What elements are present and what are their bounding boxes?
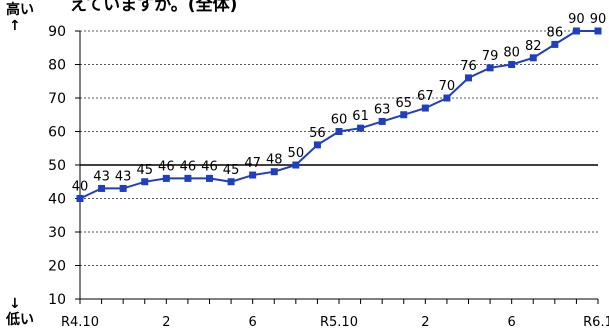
- y-tick-label: 60: [48, 125, 66, 141]
- y-tick-label: 10: [48, 292, 66, 308]
- y-axis-bottom-label: ↓ 低い: [6, 296, 34, 328]
- data-label: 70: [439, 79, 456, 94]
- data-point: [443, 94, 451, 102]
- y-tick-label: 50: [48, 158, 66, 174]
- data-point: [421, 104, 429, 112]
- y-tick-label: 70: [48, 91, 66, 107]
- data-label: 50: [288, 146, 305, 161]
- data-point: [76, 195, 84, 202]
- data-label: 43: [115, 169, 132, 184]
- data-label: 80: [503, 46, 520, 61]
- x-tick-label: 2: [421, 315, 429, 330]
- data-point: [141, 178, 149, 186]
- data-point: [486, 64, 494, 72]
- data-point: [357, 124, 365, 132]
- data-point: [162, 174, 170, 182]
- data-point: [206, 174, 213, 182]
- x-tick-label: 2: [162, 315, 170, 330]
- x-tick-label: R5.10: [320, 315, 358, 330]
- data-point: [98, 184, 106, 192]
- data-label: 43: [93, 169, 110, 184]
- data-point: [551, 40, 559, 48]
- data-label: 90: [590, 12, 607, 27]
- up-arrow-icon: ↑: [9, 18, 21, 34]
- data-label: 47: [244, 156, 261, 171]
- data-point: [400, 111, 408, 119]
- data-label: 79: [482, 49, 499, 64]
- data-label: 48: [266, 153, 283, 168]
- data-point: [119, 184, 127, 192]
- data-point: [594, 27, 602, 35]
- data-label: 82: [525, 39, 542, 54]
- data-label: 40: [72, 180, 89, 195]
- x-tick-label: 6: [508, 315, 516, 330]
- data-label: 45: [136, 163, 153, 178]
- data-point: [508, 61, 516, 68]
- data-label: 56: [309, 126, 326, 141]
- data-point: [270, 168, 278, 176]
- y-tick-label: 40: [48, 192, 66, 208]
- x-tick-label: 6: [249, 315, 257, 330]
- data-label: 67: [417, 89, 434, 104]
- data-label: 45: [223, 163, 240, 178]
- chart-title: えていますか。(全体): [70, 0, 238, 15]
- y-axis-high-label: 高い: [6, 2, 34, 18]
- x-tick-label: R6.1: [583, 315, 609, 330]
- data-point: [465, 74, 472, 82]
- data-label: 63: [374, 102, 391, 117]
- data-point: [227, 178, 235, 186]
- data-label: 76: [460, 59, 477, 74]
- data-point: [335, 128, 343, 135]
- data-label: 46: [180, 159, 197, 174]
- data-point: [572, 27, 580, 35]
- data-label: 46: [158, 159, 175, 174]
- y-tick-label: 80: [48, 58, 66, 74]
- data-point: [292, 161, 300, 169]
- y-tick-label: 30: [48, 225, 66, 241]
- y-axis-low-label: 低い: [6, 312, 34, 328]
- data-point: [313, 141, 321, 149]
- data-label: 90: [568, 12, 585, 27]
- data-label: 61: [352, 109, 369, 124]
- data-label: 60: [331, 113, 348, 128]
- data-label: 65: [395, 96, 412, 111]
- x-tick-label: R4.10: [61, 315, 99, 330]
- y-tick-label: 90: [48, 24, 66, 40]
- down-arrow-icon: ↓: [9, 296, 21, 312]
- data-point: [249, 171, 257, 179]
- y-axis-top-label: 高い ↑: [6, 2, 34, 34]
- data-label: 86: [547, 25, 564, 40]
- data-point: [184, 174, 192, 182]
- data-label: 46: [201, 159, 218, 174]
- data-point: [378, 117, 386, 125]
- y-tick-label: 20: [48, 259, 66, 275]
- data-point: [529, 54, 537, 62]
